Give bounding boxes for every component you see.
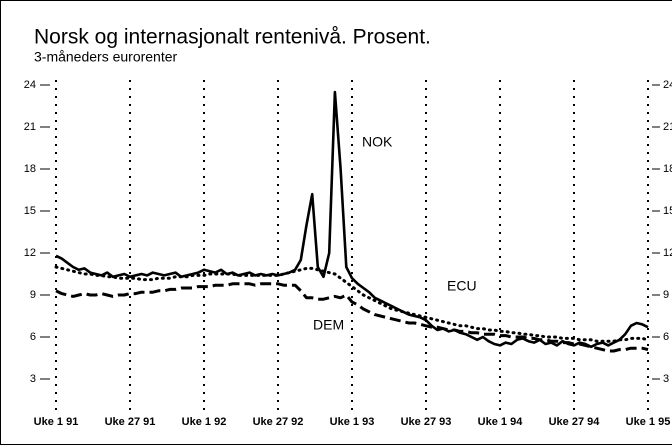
x-tick-label: Uke 27 93 xyxy=(401,416,452,428)
y2-tick-label: 9 xyxy=(663,289,669,301)
series-line xyxy=(54,265,650,343)
y-tick-label: 3 xyxy=(30,373,36,385)
y2-tick-label: 15 xyxy=(663,205,672,217)
y-tick-label: 21 xyxy=(24,121,36,133)
x-tick-label: Uke 1 92 xyxy=(182,416,227,428)
series-label: NOK xyxy=(362,134,393,150)
y-tick-label: 6 xyxy=(30,331,36,343)
chart-title: Norsk og internasjonalt rentenivå. Prose… xyxy=(34,26,431,49)
y2-tick-label: 24 xyxy=(663,79,672,91)
y2-tick-label: 6 xyxy=(663,331,669,343)
y-tick-label: 12 xyxy=(24,247,36,259)
series-line xyxy=(55,282,649,353)
x-tick-label: Uke 1 95 xyxy=(626,416,671,428)
y-tick-label: 18 xyxy=(24,163,36,175)
series-label: DEM xyxy=(313,317,344,333)
x-tick-label: Uke 1 93 xyxy=(330,416,375,428)
series-label: ECU xyxy=(447,278,477,294)
x-tick-label: Uke 1 91 xyxy=(34,416,79,428)
y-tick-label: 24 xyxy=(24,79,36,91)
series-line xyxy=(55,90,649,349)
y-tick-label: 15 xyxy=(24,205,36,217)
y2-tick-label: 12 xyxy=(663,247,672,259)
x-tick-label: Uke 1 94 xyxy=(478,416,524,428)
chart-subtitle: 3-måneders eurorenter xyxy=(34,49,178,65)
x-tick-label: Uke 27 92 xyxy=(253,416,304,428)
x-tick-label: Uke 27 91 xyxy=(105,416,156,428)
y2-tick-label: 18 xyxy=(663,163,672,175)
x-tick-label: Uke 27 94 xyxy=(549,416,601,428)
y2-tick-label: 3 xyxy=(663,373,669,385)
y-tick-label: 9 xyxy=(30,289,36,301)
y2-tick-label: 21 xyxy=(663,121,672,133)
